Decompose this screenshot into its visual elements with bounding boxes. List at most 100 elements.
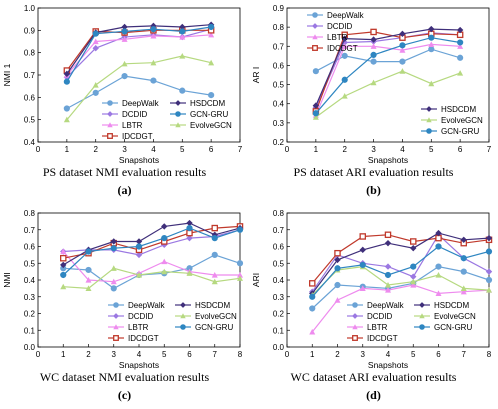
x-axis-label: Snapshots [368,155,408,165]
data-point-hsdcdm [312,102,320,109]
series-line-dcdid [315,32,461,108]
x-tick-label: 1 [65,145,70,154]
data-point-idcdgt [186,229,193,237]
data-point-gcn-gru [150,26,157,33]
data-point-dcdid [410,273,417,280]
data-point-evolvegcn [161,268,168,275]
data-point-gcn-gru [135,243,143,250]
legend-marker [419,324,425,330]
data-point-deepwalk [428,46,435,53]
y-tick-label: 0.0 [24,343,36,352]
y-tick-label: 0.8 [273,23,285,32]
y-tick-label: 0.6 [273,243,285,252]
data-point-deepwalk [85,266,92,274]
data-point-hsdcdm [485,234,493,242]
legend-label-idcdgt: IDCDGT [327,44,358,53]
legend-label-lbtr: LBTR [327,33,348,42]
chart-c: 0 1 2 3 4 5 6 7 8 0.0 0.1 0.2 0.3 0.4 0.5 0.6 0.7 0.8 Snap… [2,209,244,370]
legend-marker [175,111,181,117]
x-tick-label: 2 [86,350,91,359]
series-line-hsdcdm [315,28,461,106]
data-point-deepwalk [208,92,215,99]
data-point-gcn-gru [341,76,348,83]
legend-label-deepwalk: DeepWalk [367,301,405,310]
x-tick-label: 6 [436,350,441,359]
legend-marker [180,302,186,308]
data-point-hsdcdm [334,256,341,264]
data-point-hsdcdm [399,30,406,38]
data-point-lbtr [92,38,99,45]
y-tick-label: 0.5 [24,259,36,268]
data-point-idcdgt [384,231,392,239]
y-tick-label: 0.9 [273,4,285,13]
chart-panel-d: 0 1 2 3 4 5 6 7 8 0.0 0.1 0.2 0.3 0.4 0.5 0.6 0.7 0.8 Snap… [249,205,498,409]
data-point-hsdcdm [211,231,218,238]
data-point-deepwalk [179,87,186,94]
legend-marker [352,335,358,341]
legend-marker [419,313,425,319]
data-point-deepwalk [312,68,319,75]
data-point-lbtr [370,43,377,49]
data-point-deepwalk [460,268,467,275]
data-point-evolvegcn [341,93,348,99]
legend-marker [107,133,113,139]
series-line-idcdgt [311,234,490,284]
data-point-lbtr [110,278,117,285]
legend-marker [352,302,358,308]
data-point-lbtr [60,248,67,255]
data-point-hsdcdm [428,25,435,33]
data-point-idcdgt [409,238,417,245]
legend-marker [107,100,113,106]
data-point-gcn-gru [208,23,215,31]
x-tick-label: 3 [361,350,366,359]
data-point-gcn-gru [121,28,128,35]
series-line-hsdcdm [62,222,241,266]
data-point-lbtr [399,47,406,53]
x-tick-label: 5 [429,145,434,154]
data-point-lbtr [161,258,168,265]
data-point-gcn-gru [211,235,218,242]
data-point-deepwalk [309,305,316,312]
legend-label-dcdid: DCDID [128,312,154,321]
data-point-hsdcdm [460,236,467,243]
y-tick-label: 0.2 [273,310,285,319]
x-tick-label: 7 [487,145,492,154]
data-point-dcdid [186,234,193,242]
data-point-hsdcdm [370,36,377,43]
series-line-dcdid [66,28,212,78]
data-point-evolvegcn [435,271,442,278]
legend-label-lbtr: LBTR [367,323,388,332]
y-tick-label: 0.1 [273,326,285,335]
data-point-lbtr [410,282,417,288]
chart-caption: WC dataset NMI evaluation results [39,370,210,384]
legend-marker [426,128,432,134]
data-point-hsdcdm [359,246,366,254]
data-point-gcn-gru [460,255,467,262]
x-tick-label: 2 [93,145,98,154]
x-axis-label: Snapshots [119,360,159,370]
x-tick-label: 0 [285,145,290,154]
data-point-deepwalk [457,54,464,61]
data-point-evolvegcn [211,278,218,285]
data-point-gcn-gru [85,248,92,255]
data-point-gcn-gru [110,245,117,252]
data-point-deepwalk [236,260,244,267]
series-line-lbtr [66,34,212,76]
x-tick-label: 8 [238,350,243,359]
data-point-idcdgt [211,224,218,232]
data-point-lbtr [150,32,157,39]
y-tick-label: 0.2 [24,310,36,319]
x-tick-label: 2 [342,145,347,154]
legend-label-gcn-gru: GCN-GRU [441,127,479,136]
legend-label-dcdid: DCDID [367,312,393,321]
x-tick-label: 1 [314,145,319,154]
y-tick-label: 0.4 [24,276,36,285]
series-line-lbtr [311,284,490,333]
data-point-idcdgt [370,28,377,36]
data-point-lbtr [385,287,391,293]
legend-label-hsdcdm: HSDCDM [434,301,469,310]
data-point-lbtr [179,34,186,40]
chart-a: 0 1 2 3 4 5 6 7 0.4 0.5 0.6 0.7 0.8 0.9 1.0 Snapshots NM… [2,4,243,165]
legend-label-idcdgt: IDCDGT [367,334,398,343]
y-tick-label: 0.6 [24,93,36,102]
